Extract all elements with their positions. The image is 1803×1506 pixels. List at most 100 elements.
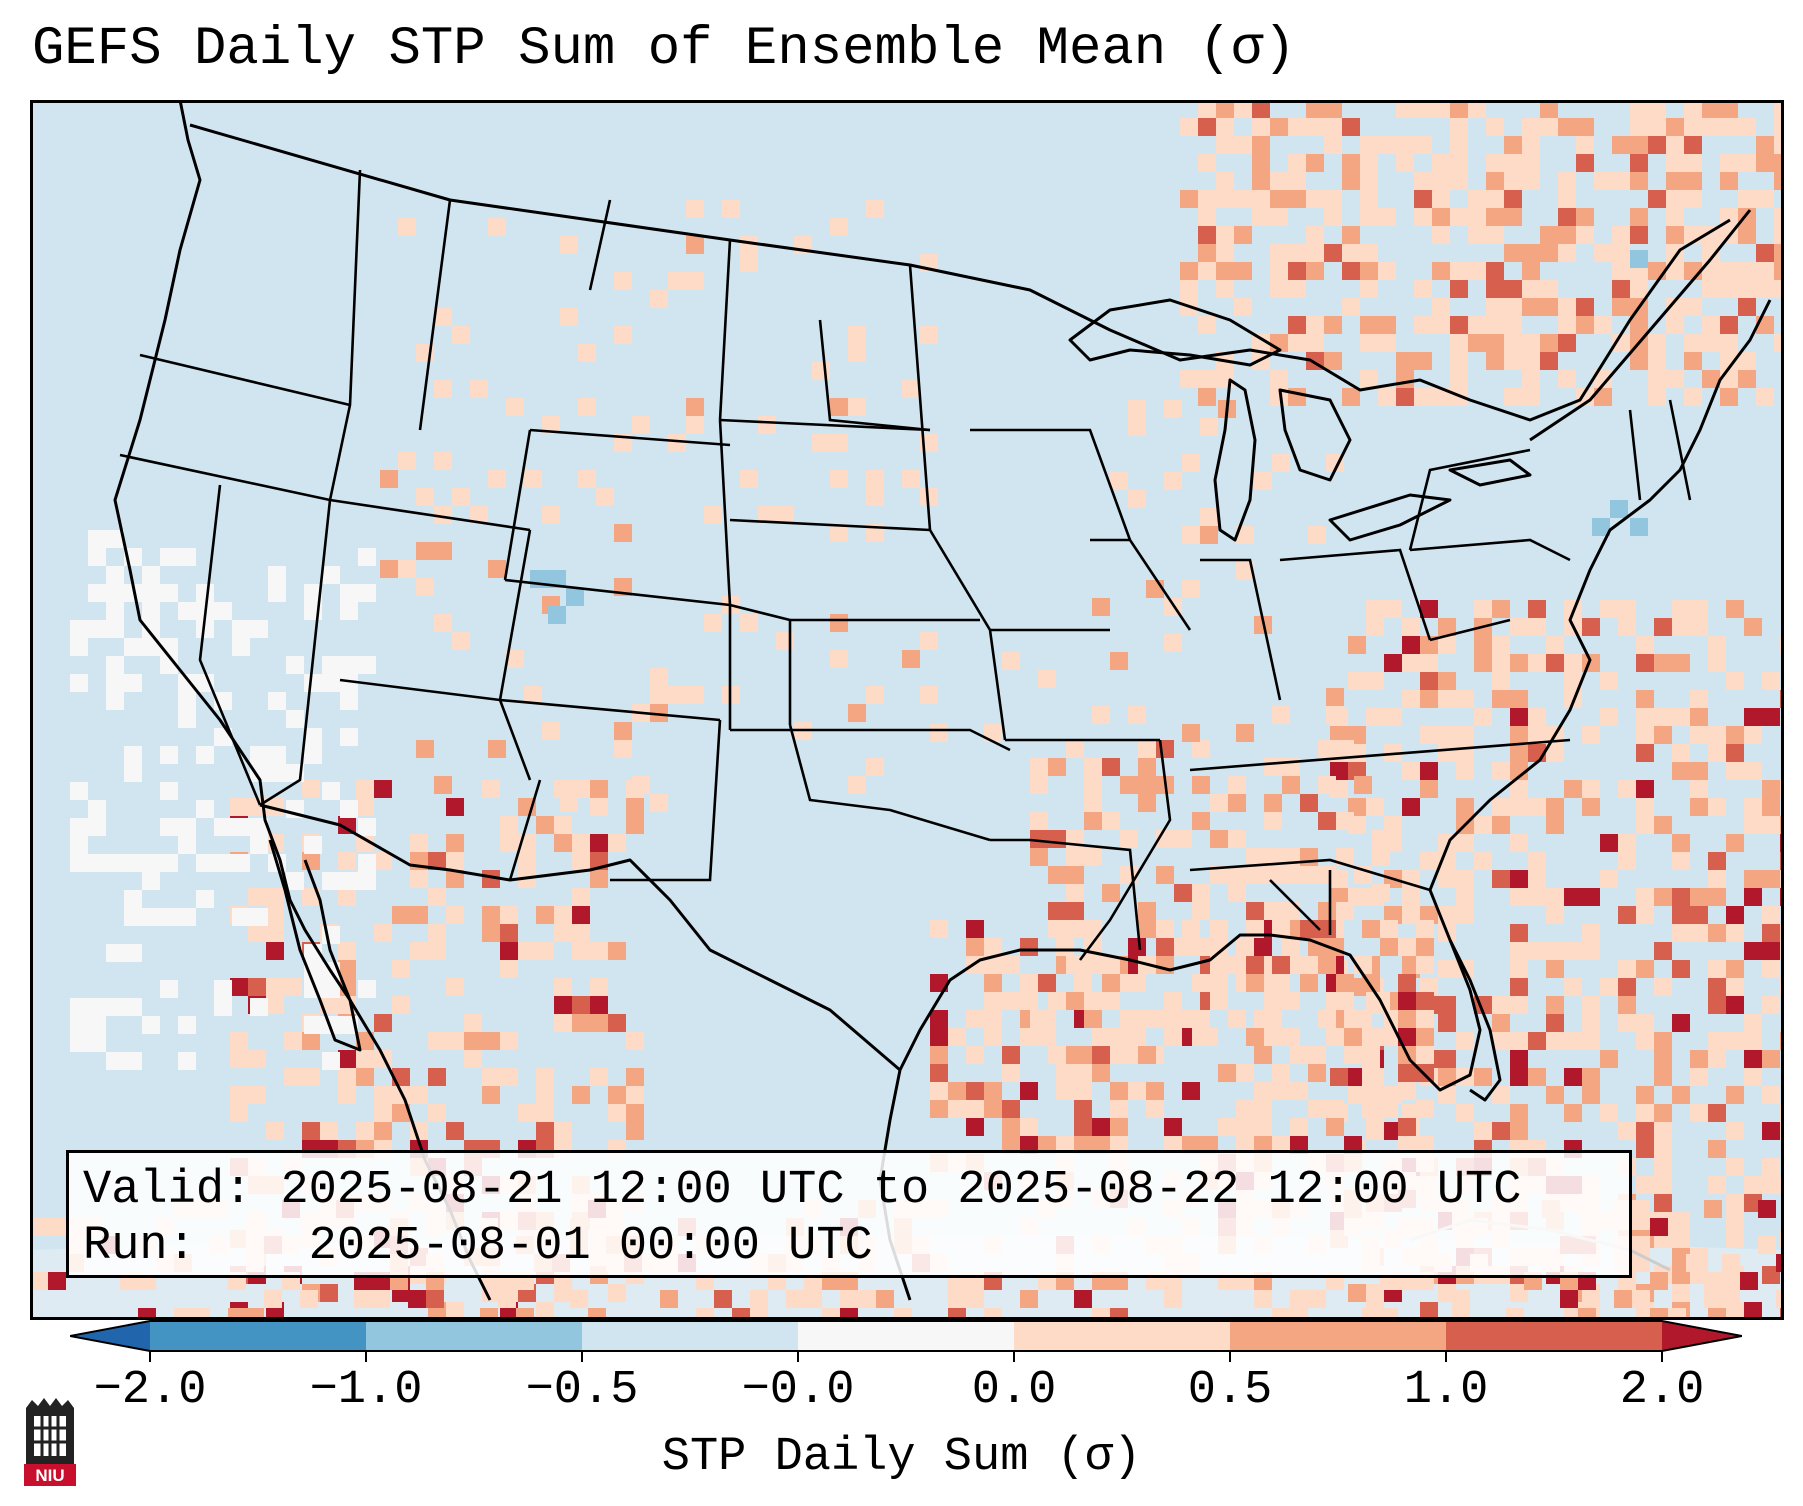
field-cell bbox=[758, 506, 776, 524]
field-cell bbox=[266, 798, 284, 816]
field-cell bbox=[1690, 1104, 1708, 1122]
field-cell bbox=[1600, 978, 1618, 996]
colorbar-bin bbox=[366, 1321, 583, 1351]
valid-run-info: Valid: 2025-08-21 12:00 UTC to 2025-08-2… bbox=[66, 1150, 1632, 1278]
field-cell bbox=[428, 924, 446, 942]
field-cell bbox=[446, 870, 464, 888]
field-cell bbox=[142, 584, 160, 602]
field-cell bbox=[554, 978, 572, 996]
field-cell bbox=[266, 1122, 284, 1140]
field-cell bbox=[1066, 740, 1084, 758]
field-cell bbox=[70, 1034, 88, 1052]
field-cell bbox=[930, 1046, 948, 1064]
field-cell bbox=[1762, 780, 1780, 798]
field-cell bbox=[1200, 418, 1218, 436]
field-cell bbox=[160, 548, 178, 566]
field-cell bbox=[1666, 298, 1684, 316]
field-cell bbox=[1290, 1136, 1308, 1154]
field-cell bbox=[1348, 726, 1366, 744]
field-cell bbox=[608, 1104, 626, 1122]
field-cell bbox=[1002, 652, 1020, 670]
field-cell bbox=[1264, 812, 1282, 830]
field-cell bbox=[446, 834, 464, 852]
field-cell bbox=[578, 398, 596, 416]
field-cell bbox=[1020, 1136, 1038, 1154]
field-cell bbox=[1182, 1136, 1200, 1154]
field-cell bbox=[1198, 208, 1216, 226]
field-cell bbox=[1120, 866, 1138, 884]
field-cell bbox=[1216, 100, 1234, 118]
field-cell bbox=[1636, 906, 1654, 924]
field-cell bbox=[548, 606, 566, 624]
field-cell bbox=[1288, 316, 1306, 334]
field-cell bbox=[124, 890, 142, 908]
field-cell bbox=[1432, 388, 1450, 406]
field-cell bbox=[1720, 280, 1738, 298]
field-cell bbox=[572, 924, 590, 942]
field-cell bbox=[1288, 190, 1306, 208]
logo-text: NIU bbox=[35, 1466, 64, 1485]
field-cell bbox=[1468, 190, 1486, 208]
stp-map bbox=[30, 100, 1784, 1320]
field-cell bbox=[1324, 244, 1342, 262]
field-cell bbox=[1474, 852, 1492, 870]
field-cell bbox=[1522, 262, 1540, 280]
field-cell bbox=[866, 200, 884, 218]
field-cell bbox=[590, 798, 608, 816]
field-cell bbox=[1756, 388, 1774, 406]
field-cell bbox=[266, 924, 284, 942]
field-cell bbox=[178, 692, 196, 710]
field-cell bbox=[1612, 280, 1630, 298]
field-cell bbox=[966, 1290, 984, 1308]
field-cell bbox=[1456, 762, 1474, 780]
field-cell bbox=[1504, 208, 1522, 226]
field-cell bbox=[1402, 636, 1420, 654]
field-cell bbox=[1636, 1104, 1654, 1122]
field-cell bbox=[714, 1290, 732, 1308]
field-cell bbox=[1654, 654, 1672, 672]
field-cell bbox=[1600, 672, 1618, 690]
field-cell bbox=[214, 854, 232, 872]
field-cell bbox=[518, 852, 536, 870]
field-cell bbox=[1486, 226, 1504, 244]
field-cell bbox=[1504, 190, 1522, 208]
field-cell bbox=[1510, 1068, 1528, 1086]
field-cell bbox=[1762, 942, 1780, 960]
field-cell bbox=[1246, 956, 1264, 974]
field-cell bbox=[142, 1016, 160, 1034]
field-cell bbox=[1492, 672, 1510, 690]
field-cell bbox=[1558, 334, 1576, 352]
field-cell bbox=[142, 602, 160, 620]
field-cell bbox=[1758, 1200, 1776, 1218]
field-cell bbox=[1362, 920, 1380, 938]
field-cell bbox=[1654, 1176, 1672, 1194]
lake-ontario bbox=[1448, 458, 1532, 487]
field-cell bbox=[1216, 262, 1234, 280]
field-cell bbox=[1654, 708, 1672, 726]
field-cell bbox=[1420, 978, 1438, 996]
field-cell bbox=[1564, 1032, 1582, 1050]
field-cell bbox=[1110, 1082, 1128, 1100]
field-cell bbox=[230, 1032, 248, 1050]
field-cell bbox=[1180, 190, 1198, 208]
field-cell bbox=[1522, 388, 1540, 406]
field-cell bbox=[1128, 974, 1146, 992]
field-cell bbox=[930, 920, 948, 938]
field-cell bbox=[1308, 1290, 1326, 1308]
field-cell bbox=[1056, 1082, 1074, 1100]
field-cell bbox=[1684, 190, 1702, 208]
field-cell bbox=[1066, 866, 1084, 884]
field-cell bbox=[1138, 776, 1156, 794]
field-cell bbox=[1002, 1064, 1020, 1082]
field-cell bbox=[482, 924, 500, 942]
field-cell bbox=[1468, 316, 1486, 334]
field-cell bbox=[1594, 388, 1612, 406]
field-cell bbox=[1740, 1272, 1758, 1290]
field-cell bbox=[572, 906, 590, 924]
field-cell bbox=[1774, 100, 1784, 118]
field-cell bbox=[1774, 262, 1784, 280]
field-cell bbox=[1066, 884, 1084, 902]
field-cell bbox=[1756, 136, 1774, 154]
field-cell bbox=[1402, 888, 1420, 906]
field-cell bbox=[1540, 100, 1558, 118]
